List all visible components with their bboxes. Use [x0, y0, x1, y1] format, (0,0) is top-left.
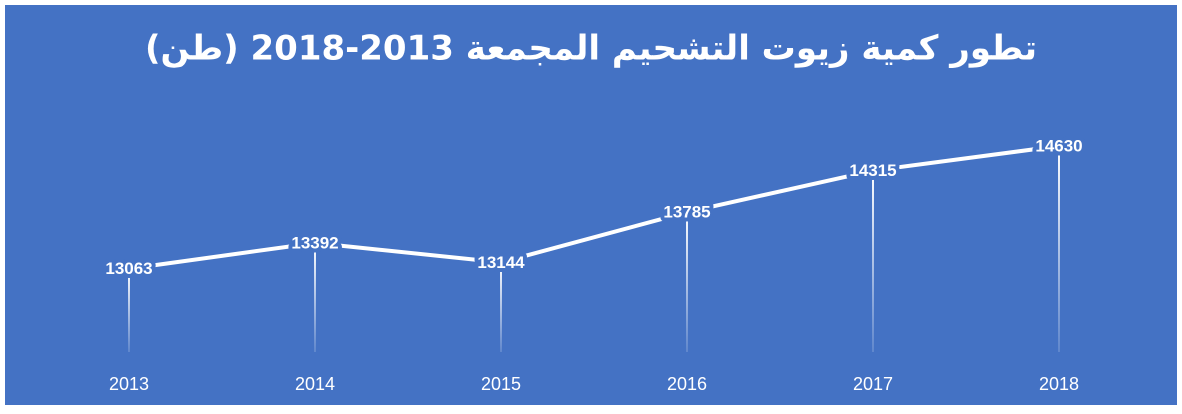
data-label: 13144	[477, 253, 525, 272]
data-label: 14630	[1035, 136, 1082, 155]
chart-background	[5, 5, 1177, 405]
x-tick-label: 2017	[853, 374, 893, 394]
drop-line	[1058, 145, 1060, 352]
drop-line	[872, 170, 874, 352]
data-label: 14315	[849, 161, 896, 180]
line	[128, 144, 1060, 271]
data-label: 13785	[663, 203, 710, 222]
x-tick-label: 2014	[295, 374, 335, 394]
x-tick-label: 2018	[1039, 374, 1079, 394]
drop-line	[128, 268, 130, 352]
data-label: 13392	[291, 233, 338, 252]
drop-line	[500, 262, 502, 352]
x-tick-label: 2016	[667, 374, 707, 394]
chart-title: تطور كمية زيوت التشحيم المجمعة 2013-2018…	[145, 29, 1037, 69]
drop-line	[686, 212, 688, 352]
x-tick-label: 2015	[481, 374, 521, 394]
data-label: 13063	[105, 259, 152, 278]
drop-line	[314, 242, 316, 352]
x-tick-label: 2013	[109, 374, 149, 394]
